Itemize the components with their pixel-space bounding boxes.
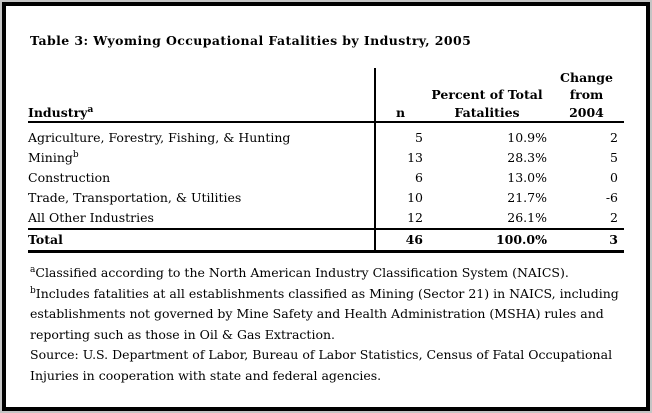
total-change-cell: 3 — [549, 229, 624, 253]
table-row: All Other Industries 12 26.1% 2 — [28, 208, 624, 230]
header-row: Industrya n Percent of Total Fatalities C… — [28, 68, 624, 123]
footnote-a: aClassified according to the North Ameri… — [30, 263, 634, 284]
industry-label: Mining — [28, 150, 73, 165]
footnote-b-text: Includes fatalities at all establishment… — [30, 285, 619, 342]
footnote-b: bIncludes fatalities at all establishmen… — [30, 284, 634, 346]
change-cell: -6 — [605, 190, 618, 205]
change-header-line2: from — [569, 87, 604, 102]
n-cell: 5 — [415, 130, 423, 145]
column-header-n: n — [375, 68, 425, 123]
change-cell: 0 — [610, 170, 618, 185]
industry-superscript: b — [72, 149, 79, 160]
table-header: Industrya n Percent of Total Fatalities C… — [28, 68, 624, 123]
column-header-industry: Industrya — [28, 68, 376, 123]
n-cell: 12 — [375, 208, 425, 230]
change-cell: 5 — [610, 150, 618, 165]
column-header-percent: Percent of Total Fatalities — [425, 68, 549, 123]
industry-cell: Construction — [28, 168, 376, 188]
change-header-line1: Change — [560, 69, 613, 85]
table-row: Trade, Transportation, & Utilities 10 21… — [28, 188, 624, 208]
total-percent-cell: 100.0% — [425, 229, 549, 253]
fatalities-table: Industrya n Percent of Total Fatalities C… — [28, 68, 624, 253]
percent-cell: 28.3% — [507, 150, 547, 165]
total-row: Total 46 100.0% 3 — [28, 229, 624, 253]
table-title: Table 3: Wyoming Occupational Fatalities… — [30, 33, 472, 48]
industry-label: Agriculture, Forestry, Fishing, & Huntin… — [28, 130, 291, 145]
total-n-cell: 46 — [375, 229, 425, 253]
table-row: Construction 6 13.0% 0 — [28, 168, 624, 188]
footnote-source-text: Source: U.S. Department of Labor, Bureau… — [30, 347, 613, 383]
industry-cell: Miningb — [28, 148, 376, 168]
n-cell: 6 — [415, 170, 423, 185]
total-label-cell: Total — [28, 229, 376, 253]
footnote-source: Source: U.S. Department of Labor, Bureau… — [30, 345, 634, 386]
percent-header-line2: Fatalities — [454, 104, 520, 120]
change-cell: 2 — [610, 130, 618, 145]
industry-label: Construction — [28, 170, 111, 185]
industry-cell: All Other Industries — [28, 208, 376, 230]
industry-cell: Agriculture, Forestry, Fishing, & Huntin… — [28, 122, 376, 148]
footnote-b-superscript: b — [30, 285, 36, 296]
industry-label: Trade, Transportation, & Utilities — [28, 190, 242, 205]
n-cell: 13 — [407, 150, 423, 165]
percent-cell: 21.7% — [507, 190, 547, 205]
table-body: Agriculture, Forestry, Fishing, & Huntin… — [28, 122, 624, 230]
industry-label: All Other Industries — [28, 210, 154, 225]
percent-cell: 13.0% — [507, 170, 547, 185]
table-row: Agriculture, Forestry, Fishing, & Huntin… — [28, 122, 624, 148]
table-row: Miningb 13 28.3% 5 — [28, 148, 624, 168]
n-cell: 10 — [407, 190, 423, 205]
change-header-line3: 2004 — [569, 104, 604, 120]
industry-header-label: Industry — [28, 104, 88, 120]
table-total: Total 46 100.0% 3 — [28, 229, 624, 253]
percent-header-line1: Percent of Total — [431, 87, 543, 102]
industry-cell: Trade, Transportation, & Utilities — [28, 188, 376, 208]
footnote-a-text: Classified according to the North Americ… — [35, 265, 569, 280]
percent-cell: 26.1% — [425, 208, 549, 230]
footnote-a-superscript: a — [30, 264, 36, 275]
change-cell: 2 — [549, 208, 624, 230]
footnotes: aClassified according to the North Ameri… — [30, 263, 634, 386]
industry-header-superscript: a — [87, 104, 94, 115]
column-header-change: Change from 2004 — [549, 68, 624, 123]
percent-cell: 10.9% — [507, 130, 547, 145]
